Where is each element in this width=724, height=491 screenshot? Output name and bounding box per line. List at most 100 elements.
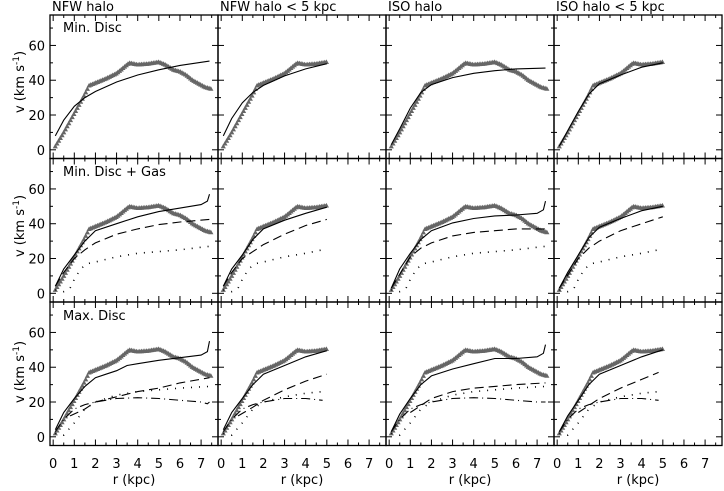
observed-point — [229, 129, 235, 135]
x-tick-label: 3 — [280, 457, 288, 472]
observed-series — [220, 202, 330, 292]
observed-point — [64, 123, 70, 129]
observed-point — [62, 270, 69, 275]
observed-point — [59, 132, 65, 138]
row-label-2: Max. Disc — [63, 309, 126, 324]
column-title-1: NFW halo < 5 kpc — [220, 0, 336, 15]
observed-point — [220, 430, 226, 436]
observed-series — [556, 346, 666, 436]
observed-point — [410, 248, 416, 254]
observed-point — [52, 430, 58, 436]
y-axis-label-0: v (km s-1) — [12, 51, 28, 113]
x-tick-label: 4 — [134, 457, 142, 472]
x-axis-label-0: r (kpc) — [113, 473, 156, 488]
x-axis-label-1: r (kpc) — [281, 473, 324, 488]
x-tick-label: 6 — [176, 457, 184, 472]
observed-point — [247, 96, 253, 101]
gas-curve — [223, 249, 323, 293]
panel-frame — [553, 14, 723, 160]
y-tick-label: 60 — [28, 326, 45, 341]
halo-curve — [577, 371, 659, 413]
panel-frame — [385, 157, 555, 303]
x-tick-label: 1 — [406, 457, 414, 472]
observed-point — [247, 239, 253, 245]
panel-0-1 — [217, 14, 387, 160]
x-tick-label: 6 — [680, 457, 688, 472]
gas-curve — [391, 385, 546, 436]
observed-point — [239, 111, 245, 117]
observed-point — [587, 376, 593, 382]
x-tick-label: 4 — [302, 457, 310, 472]
observed-point — [323, 346, 330, 352]
y-tick-label: 60 — [28, 183, 45, 198]
total-curve — [558, 205, 663, 289]
observed-point — [83, 376, 89, 382]
observed-point — [412, 102, 418, 107]
x-axis-label-3: r (kpc) — [617, 473, 660, 488]
observed-point — [220, 143, 226, 149]
observed-point — [61, 416, 67, 422]
observed-point — [76, 389, 82, 394]
observed-point — [556, 430, 562, 436]
observed-point — [232, 123, 238, 129]
observed-point — [410, 105, 416, 110]
observed-point — [239, 398, 245, 404]
observed-point — [52, 287, 58, 292]
panel-frame — [553, 157, 723, 303]
observed-point — [588, 373, 595, 378]
observed-point — [565, 416, 571, 422]
observed-point — [388, 430, 394, 436]
panel-frame — [385, 301, 555, 447]
observed-point — [544, 86, 550, 91]
observed-series — [388, 59, 550, 149]
observed-point — [563, 276, 569, 281]
observed-point — [246, 99, 252, 104]
panel-frame — [49, 14, 219, 160]
observed-point — [84, 373, 91, 378]
total-curve — [390, 200, 547, 289]
observed-point — [227, 132, 233, 138]
observed-point — [414, 386, 420, 391]
observed-point — [237, 401, 243, 407]
observed-point — [57, 135, 63, 140]
x-tick-label: 4 — [470, 457, 478, 472]
observed-point — [62, 126, 69, 132]
observed-point — [208, 229, 214, 235]
x-tick-label: 7 — [365, 457, 373, 472]
observed-point — [323, 59, 330, 65]
x-tick-label: 1 — [238, 457, 246, 472]
observed-point — [408, 108, 415, 113]
observed-point — [402, 264, 408, 269]
observed-point — [587, 233, 593, 238]
observed-point — [61, 129, 67, 135]
x-tick-label: 6 — [512, 457, 520, 472]
y-tick-label: 0 — [37, 144, 45, 159]
observed-point — [225, 135, 231, 140]
observed-point — [56, 281, 62, 287]
observed-point — [395, 132, 401, 138]
panel-frame — [553, 301, 723, 447]
row-label-1: Min. Disc + Gas — [63, 165, 166, 180]
panel-frame — [217, 157, 387, 303]
observed-point — [587, 89, 593, 95]
y-tick-label: 0 — [37, 287, 45, 302]
panel-1-1 — [217, 157, 387, 303]
observed-point — [393, 135, 399, 140]
observed-point — [69, 401, 75, 407]
observed-point — [242, 105, 248, 110]
total-curve — [390, 67, 546, 145]
observed-point — [67, 404, 74, 410]
observed-series — [52, 346, 214, 436]
observed-point — [57, 278, 63, 284]
observed-point — [388, 287, 394, 292]
y-axis-label-1: v (km s-1) — [12, 195, 28, 257]
total-curve — [222, 63, 327, 137]
column-title-0: NFW halo — [52, 0, 114, 15]
x-tick-label: 3 — [448, 457, 456, 472]
disc-curve — [558, 397, 659, 432]
total-curve — [54, 340, 211, 431]
observed-point — [76, 102, 82, 107]
y-tick-label: 40 — [28, 74, 45, 89]
